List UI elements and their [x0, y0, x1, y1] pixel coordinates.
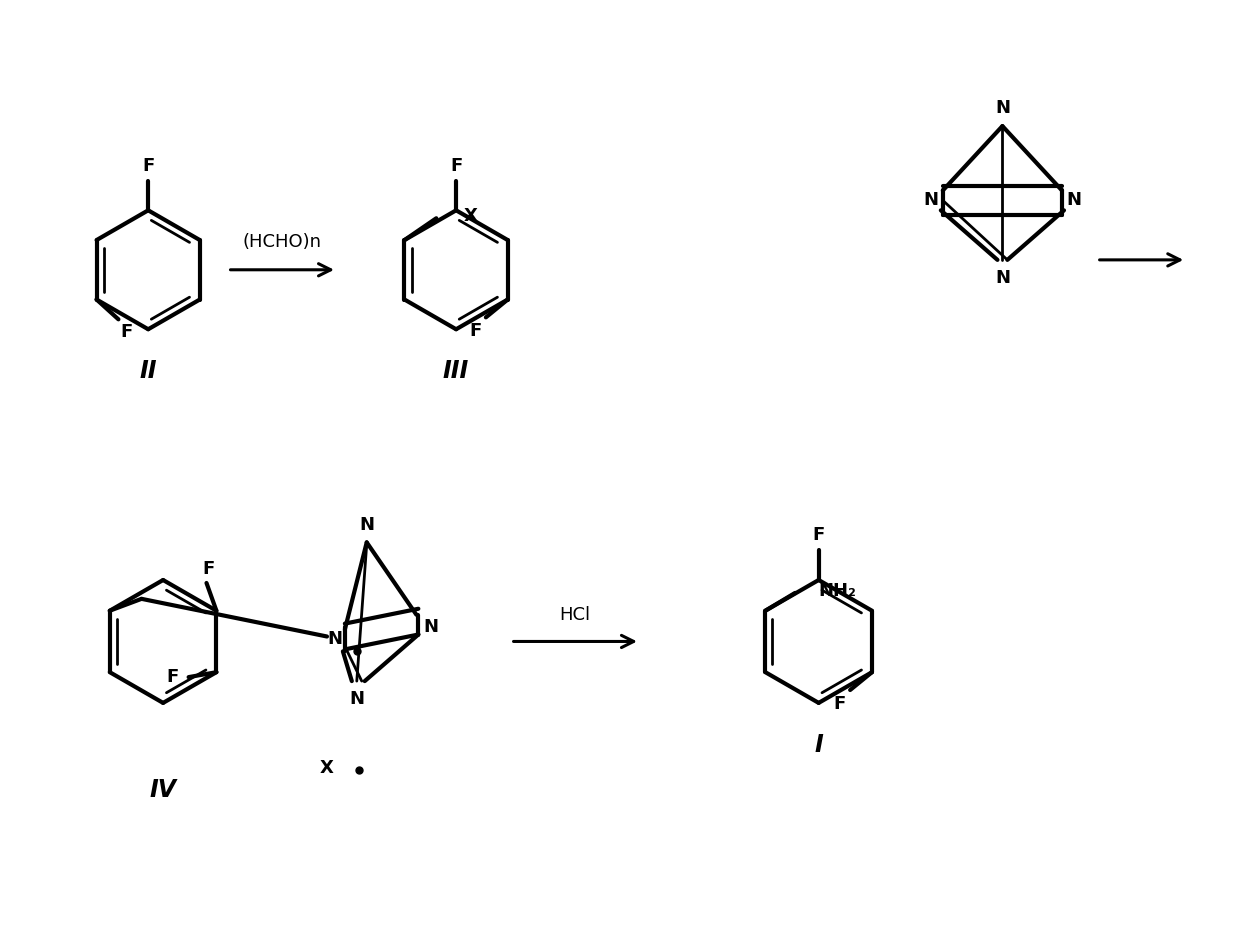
Text: F: F: [812, 526, 825, 544]
Text: F: F: [143, 157, 154, 174]
Text: N: N: [424, 617, 439, 636]
Text: N: N: [350, 690, 365, 708]
Text: I: I: [815, 733, 823, 757]
Text: N: N: [994, 99, 1009, 117]
Text: N: N: [1066, 191, 1081, 209]
Text: X: X: [464, 207, 477, 225]
Text: F: F: [470, 323, 482, 340]
Text: F: F: [120, 324, 133, 341]
Text: III: III: [443, 359, 469, 383]
Text: IV: IV: [150, 779, 176, 802]
Text: (HCHO)n: (HCHO)n: [243, 233, 322, 251]
Text: X: X: [320, 760, 334, 778]
Text: F: F: [202, 560, 215, 578]
Text: II: II: [139, 359, 157, 383]
Text: F: F: [166, 668, 179, 686]
Text: F: F: [833, 695, 846, 713]
Text: N: N: [360, 516, 374, 534]
Text: NH₂: NH₂: [818, 582, 856, 600]
Text: F: F: [450, 157, 463, 174]
Text: N: N: [924, 191, 939, 209]
Text: N: N: [327, 630, 342, 648]
Text: HCl: HCl: [559, 606, 591, 624]
Text: N: N: [994, 268, 1009, 287]
